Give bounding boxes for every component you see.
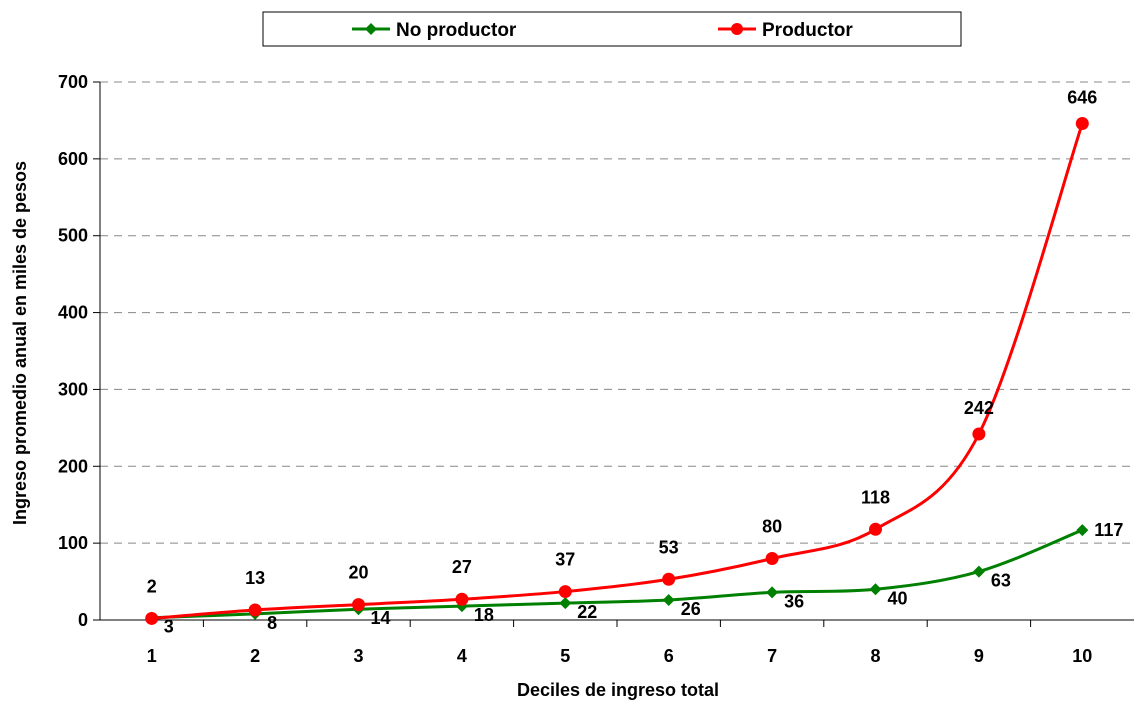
- y-tick-label: 200: [58, 456, 88, 476]
- y-tick-labels: 0 100 200 300 400 500 600 700: [58, 72, 88, 630]
- legend: No productor Productor: [262, 11, 962, 47]
- legend-marker-no-productor: [365, 23, 377, 35]
- data-label: 118: [861, 487, 890, 507]
- y-tick-label: 700: [58, 72, 88, 92]
- point-productor: [972, 427, 986, 441]
- data-label: 117: [1094, 520, 1123, 540]
- series-line-productor: [151, 123, 1084, 620]
- x-tick-label: 5: [560, 646, 570, 666]
- y-tick-label: 0: [78, 610, 88, 630]
- data-label: 40: [888, 588, 908, 608]
- x-tick-label: 7: [767, 646, 777, 666]
- x-tick-label: 10: [1072, 646, 1092, 666]
- data-label: 63: [991, 571, 1011, 591]
- data-label: 37: [555, 550, 575, 570]
- data-label: 27: [452, 557, 472, 577]
- data-label: 8: [267, 613, 277, 633]
- point-productor: [248, 603, 262, 617]
- legend-label-productor: Productor: [762, 20, 853, 41]
- data-label: 26: [681, 599, 701, 619]
- data-label: 53: [659, 537, 679, 557]
- data-label: 18: [474, 605, 494, 625]
- data-label: 36: [784, 591, 804, 611]
- point-productor: [1075, 117, 1089, 131]
- point-no-productor: [766, 586, 779, 599]
- x-tick-label: 9: [974, 646, 984, 666]
- point-no-productor: [869, 583, 882, 596]
- x-tick-labels: 1 2 3 4 5 6 7 8 9 10: [147, 646, 1093, 666]
- y-tick-label: 100: [58, 533, 88, 553]
- y-tick-label: 500: [58, 226, 88, 246]
- data-label: 22: [577, 602, 597, 622]
- point-productor: [352, 598, 365, 612]
- point-productor: [662, 572, 676, 586]
- data-label: 14: [371, 608, 391, 628]
- axes: [93, 81, 1134, 627]
- point-productor: [455, 592, 469, 606]
- series-layer: [145, 117, 1089, 625]
- point-productor: [869, 522, 882, 536]
- point-productor: [145, 611, 159, 625]
- data-label: 2: [147, 576, 157, 596]
- gridlines: [100, 81, 1134, 544]
- data-label: 80: [762, 517, 782, 537]
- series-line-no-productor: [151, 528, 1083, 620]
- point-productor: [558, 585, 572, 599]
- legend-label-no-productor: No productor: [396, 20, 517, 41]
- data-labels: 3 8 14 18 22 26 36 40 63 117 2 13 20 27 37 53 80 118 242 64…: [147, 88, 1124, 637]
- legend-marker-productor: [731, 23, 743, 35]
- x-tick-label: 2: [250, 646, 260, 666]
- y-tick-label: 600: [58, 149, 88, 169]
- x-tick-label: 6: [664, 646, 674, 666]
- y-axis-title: Ingreso promedio anual en miles de pesos: [10, 161, 30, 525]
- point-no-productor: [662, 594, 675, 607]
- y-tick-label: 300: [58, 379, 88, 399]
- data-label: 242: [964, 398, 994, 418]
- x-tick-label: 1: [147, 646, 157, 666]
- point-productor: [765, 552, 779, 566]
- data-label: 646: [1067, 88, 1097, 108]
- data-label: 20: [348, 563, 368, 583]
- data-label: 13: [245, 568, 265, 588]
- x-tick-label: 3: [353, 646, 363, 666]
- data-label: 3: [164, 617, 174, 637]
- y-tick-label: 400: [58, 303, 88, 323]
- x-axis-title: Deciles de ingreso total: [517, 680, 719, 700]
- point-no-productor: [972, 565, 985, 578]
- point-no-productor: [1076, 524, 1089, 537]
- x-tick-label: 8: [870, 646, 880, 666]
- x-tick-label: 4: [457, 646, 467, 666]
- point-no-productor: [559, 597, 572, 610]
